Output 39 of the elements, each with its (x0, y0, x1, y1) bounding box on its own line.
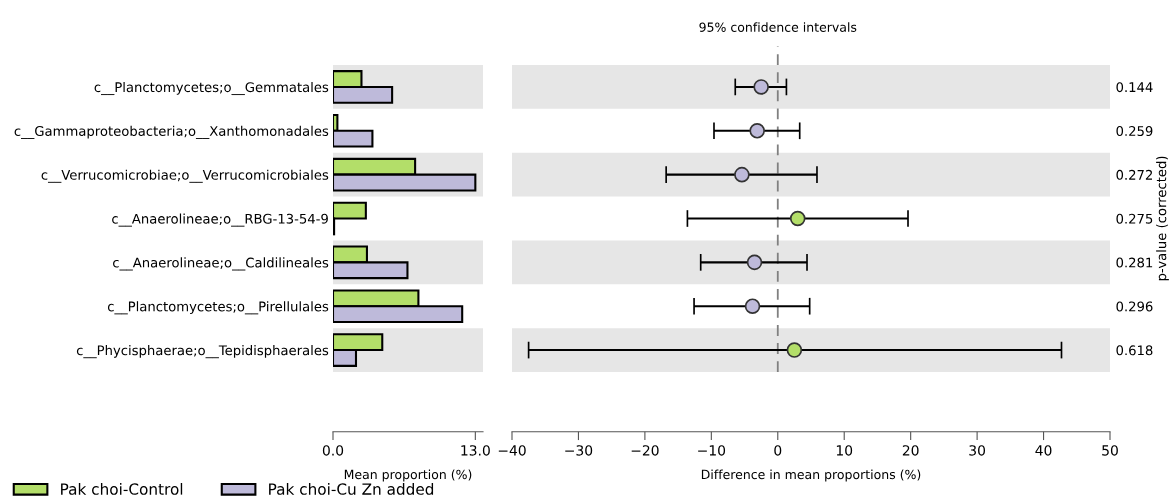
y-tick-label: 0.275 (1116, 213, 1153, 224)
x-tick-label: 50 (1102, 445, 1118, 456)
point (753, 79, 769, 95)
y-tick-label: c__Anaerolineae;o__Caldilineales (113, 257, 329, 271)
y-tick-label: 0.259 (1116, 126, 1153, 136)
x-tick-label: −40 (498, 445, 526, 456)
y-tick-label: c__Verrucomicrobiae;o__Verrucomicrobiales (41, 169, 329, 183)
y-tick-label: 0.144 (1116, 82, 1153, 93)
point (734, 166, 750, 183)
point (789, 210, 806, 227)
y-tick-label: c__Planctomycetes;o__Gemmatales (94, 81, 329, 96)
point (746, 254, 763, 271)
y-tick-label: c__Gammaproteobacteria;o__Xanthomonadales (14, 125, 329, 139)
x-tick-label: 0 (774, 445, 782, 456)
point (786, 342, 803, 358)
x-tick-label: 0.0 (322, 445, 344, 456)
legend-label: Pak choi-Control (61, 483, 183, 495)
x-axis-title: Mean proportion (%) (344, 469, 472, 482)
y-tick-label: 0.272 (1116, 169, 1153, 180)
y-tick-label: 0.281 (1116, 257, 1153, 268)
chart-title: 95% confidence intervals (699, 22, 857, 32)
point (749, 123, 765, 139)
y-tick-label: c__Phycisphaerae;o__Tepidisphaerales (76, 345, 329, 359)
x-tick-label: −30 (565, 445, 593, 456)
y-tick-label: 0.618 (1116, 345, 1153, 356)
y-tick-label: 0.296 (1116, 301, 1153, 312)
y-tick-label: c__Planctomycetes;o__Pirellulales (107, 301, 329, 315)
x-tick-label: 30 (969, 445, 986, 456)
x-tick-label: 10 (836, 445, 853, 456)
y-tick-label: c__Anaerolineae;o__RBG-13-54-9 (112, 213, 328, 227)
x-tick-label: 40 (1035, 445, 1052, 456)
x-tick-label: −20 (631, 445, 659, 456)
x-tick-label: 20 (902, 445, 919, 456)
y-axis-title: p-value (corrected) (1156, 156, 1169, 281)
x-axis-title: Difference in mean proportions (%) (701, 469, 921, 482)
x-tick-label: 13.0 (461, 445, 490, 456)
legend-label: Pak choi-Cu Zn added (269, 483, 434, 495)
point (744, 298, 761, 314)
x-tick-label: −10 (698, 445, 726, 456)
